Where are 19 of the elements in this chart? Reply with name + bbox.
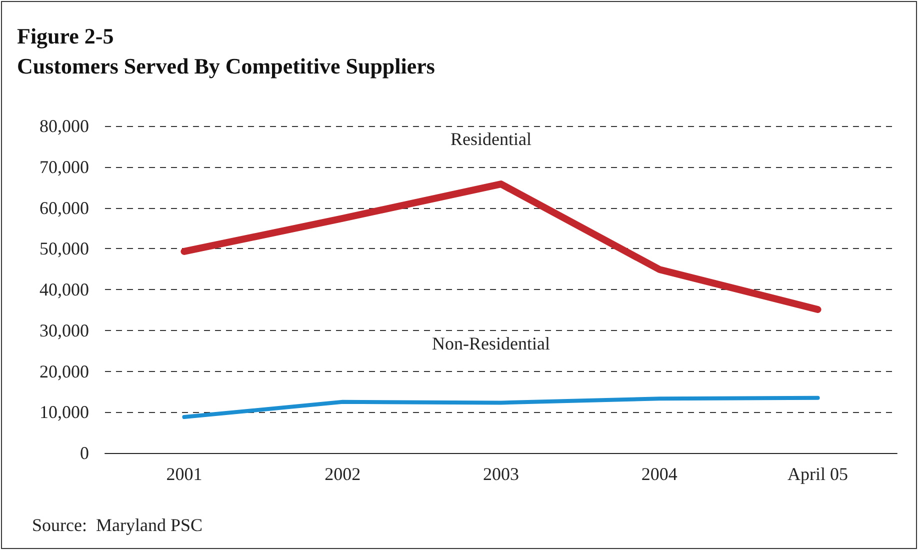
x-tick-label: April 05 (788, 464, 848, 484)
y-tick-label: 0 (80, 443, 89, 463)
source-note: Source: Maryland PSC (32, 515, 202, 535)
x-tick-label: 2002 (324, 464, 361, 484)
line-series (182, 396, 820, 420)
x-tick-label: 2003 (483, 464, 519, 484)
y-tick-label: 30,000 (40, 320, 89, 340)
y-tick-label: 20,000 (40, 361, 89, 382)
text: Non-Residential (432, 334, 550, 354)
text: Residential (450, 129, 532, 150)
y-tick-label: 80,000 (40, 116, 89, 136)
y-tick-label: 60,000 (40, 198, 89, 218)
y-tick-label: 50,000 (40, 238, 89, 259)
y-tick-label: 10,000 (40, 402, 89, 422)
chart-title: Figure 2-5 Customers Served By Competitive Suppliers (17, 24, 436, 78)
y-tick-label: 40,000 (40, 280, 89, 300)
x-tick-label: 2004 (641, 464, 678, 484)
y-tick-label: 70,000 (40, 156, 89, 177)
x-tick-label: 2001 (166, 464, 202, 484)
